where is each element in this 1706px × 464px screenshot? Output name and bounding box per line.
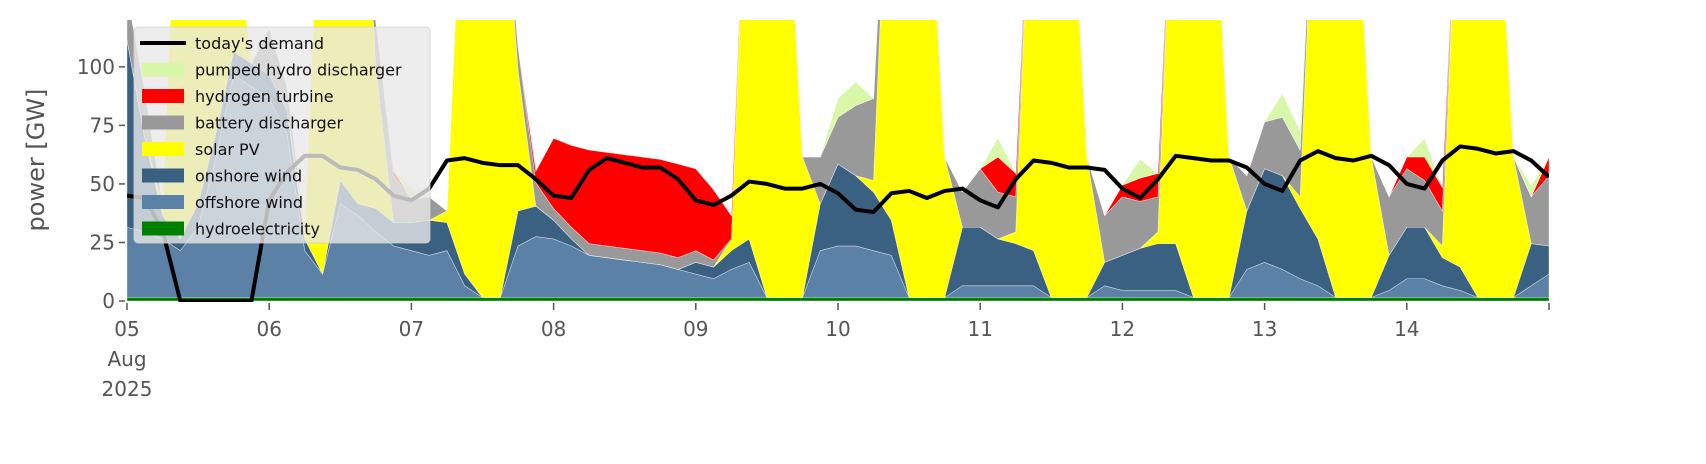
legend: today's demand pumped hydro discharger hyd… — [133, 26, 431, 244]
legend-swatch-solar-pv — [142, 142, 184, 156]
y-tick-label: 25 — [90, 230, 115, 254]
y-tick-label: 75 — [90, 113, 115, 137]
x-tick-label: 10 — [825, 317, 850, 341]
x-axis: 05 Aug 2025 06 07 08 09 10 11 12 13 14 — [102, 303, 1550, 401]
legend-label-onshore-wind: onshore wind — [195, 167, 302, 186]
legend-label-battery-discharger: battery discharger — [195, 114, 343, 133]
legend-label-hydroelectricity: hydroelectricity — [195, 220, 320, 239]
y-tick-label: 100 — [77, 55, 115, 79]
area-pumped-hydro-discharger — [131, 20, 1549, 228]
legend-swatch-hydrogen-turbine — [142, 89, 184, 103]
legend-swatch-hydroelectricity — [142, 221, 184, 236]
y-axis-label: power [GW] — [22, 89, 50, 232]
x-tick-label: 08 — [541, 317, 566, 341]
legend-swatch-pumped-hydro-discharger — [142, 62, 184, 77]
x-tick-label: 07 — [399, 317, 424, 341]
legend-swatch-battery-discharger — [142, 115, 184, 130]
area-hydroelectricity — [127, 297, 1549, 302]
x-tick-label: 11 — [967, 317, 992, 341]
stacked-areas — [127, 20, 1549, 302]
x-tick-sublabel: Aug — [107, 347, 146, 371]
x-tick-sublabel: 2025 — [102, 377, 153, 401]
y-tick-label: 50 — [90, 172, 115, 196]
y-axis: 0 25 50 75 100 — [77, 55, 125, 313]
legend-label-pumped-hydro-discharger: pumped hydro discharger — [195, 61, 402, 80]
x-tick-label: 12 — [1110, 317, 1135, 341]
legend-label-solar-pv: solar PV — [195, 140, 260, 159]
legend-label-today-s-demand: today's demand — [195, 34, 324, 53]
legend-box — [133, 26, 431, 244]
x-tick-label: 13 — [1252, 317, 1277, 341]
x-tick-label: 06 — [256, 317, 281, 341]
x-tick-label: 09 — [683, 317, 708, 341]
x-tick-label: 05 — [114, 317, 139, 341]
legend-swatch-onshore-wind — [142, 168, 184, 183]
legend-label-offshore-wind: offshore wind — [195, 193, 303, 212]
y-tick-label: 0 — [102, 289, 115, 313]
x-tick-label: 14 — [1394, 317, 1419, 341]
legend-swatch-offshore-wind — [142, 195, 184, 209]
legend-label-hydrogen-turbine: hydrogen turbine — [195, 87, 334, 106]
